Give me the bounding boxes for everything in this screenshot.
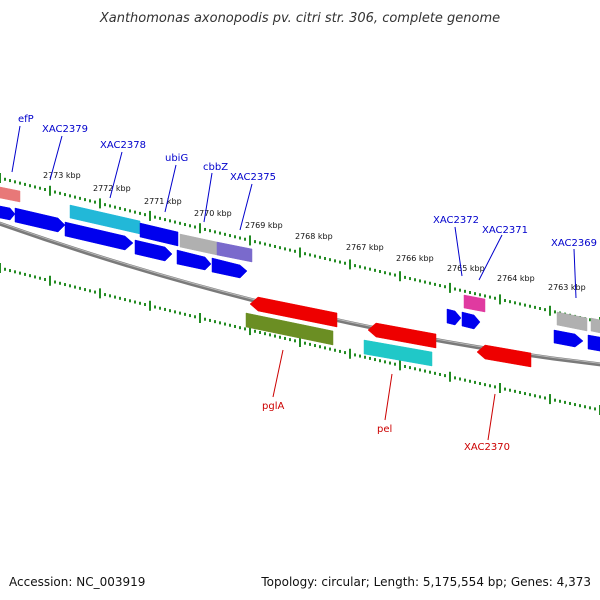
gene-feature[interactable] (363, 339, 433, 367)
bottom-ruler (0, 263, 600, 415)
callout-line (454, 226, 463, 277)
gene-feature[interactable] (367, 322, 437, 349)
gene-label-cbbz: cbbZ (203, 162, 228, 173)
gene-features (0, 186, 600, 368)
callout-line (478, 234, 503, 281)
map-title: Xanthomonas axonopodis pv. citri str. 30… (99, 11, 500, 26)
gene-label-pgla: pglA (262, 401, 284, 412)
top-gene-labels: efP XAC2379 XAC2378 ubiG cbbZ XAC2375 XA… (18, 114, 597, 249)
kbp-label: 2771 kbp (144, 197, 182, 206)
callout-line (203, 172, 213, 223)
callout-line (49, 135, 63, 181)
gene-feature[interactable] (590, 317, 600, 334)
callout-line (164, 164, 177, 213)
kbp-label: 2770 kbp (194, 209, 232, 218)
gene-feature[interactable] (64, 221, 134, 251)
callout-line (109, 151, 123, 199)
gene-feature[interactable] (0, 205, 16, 221)
gene-feature[interactable] (134, 239, 173, 262)
callout-line (487, 393, 496, 441)
callout-line (272, 349, 284, 398)
gene-feature[interactable] (463, 294, 486, 313)
gene-feature[interactable] (139, 222, 179, 247)
gene-label-xac2369: XAC2369 (551, 238, 597, 249)
accession-text: Accession: NC_003919 (9, 575, 146, 589)
kbp-label: 2773 kbp (43, 171, 81, 180)
gene-feature[interactable] (556, 311, 588, 332)
gene-feature[interactable] (176, 249, 212, 271)
gene-label-efp: efP (18, 114, 34, 125)
gene-label-xac2371: XAC2371 (482, 225, 528, 236)
gene-feature[interactable] (0, 186, 21, 203)
top-callouts (11, 125, 577, 299)
callout-line (573, 248, 577, 299)
gene-label-pel: pel (377, 424, 392, 435)
gene-feature[interactable] (446, 308, 462, 326)
callout-line (239, 183, 253, 231)
kbp-labels: 2773 kbp 2772 kbp 2771 kbp 2770 kbp 2769… (43, 171, 586, 292)
kbp-label: 2763 kbp (548, 283, 586, 292)
callout-line (384, 373, 393, 421)
gene-feature[interactable] (245, 312, 334, 346)
bottom-gene-labels: pglA pel XAC2370 (262, 401, 510, 453)
gene-feature[interactable] (587, 334, 600, 352)
gene-label-ubig: ubiG (165, 153, 188, 164)
gene-label-xac2379: XAC2379 (42, 124, 88, 135)
gene-feature[interactable] (179, 233, 218, 256)
kbp-label: 2765 kbp (447, 264, 485, 273)
gene-feature[interactable] (216, 241, 253, 263)
kbp-label: 2764 kbp (497, 274, 535, 283)
gene-feature[interactable] (461, 311, 481, 330)
gene-label-xac2375: XAC2375 (230, 172, 276, 183)
kbp-ruler (0, 173, 600, 327)
gene-feature[interactable] (14, 207, 66, 233)
gene-feature[interactable] (553, 329, 584, 348)
kbp-label: 2766 kbp (396, 254, 434, 263)
topology-text: Topology: circular; Length: 5,175,554 bp… (261, 575, 591, 589)
gene-label-xac2378: XAC2378 (100, 140, 146, 151)
gene-feature[interactable] (249, 296, 338, 328)
gene-label-xac2370: XAC2370 (464, 442, 510, 453)
gene-label-xac2372: XAC2372 (433, 215, 479, 226)
callout-line (11, 125, 21, 173)
gene-feature[interactable] (211, 257, 248, 279)
kbp-label: 2768 kbp (295, 232, 333, 241)
kbp-label: 2772 kbp (93, 184, 131, 193)
kbp-label: 2767 kbp (346, 243, 384, 252)
gene-feature[interactable] (476, 344, 532, 368)
kbp-label: 2769 kbp (245, 221, 283, 230)
bottom-callouts (272, 349, 496, 441)
